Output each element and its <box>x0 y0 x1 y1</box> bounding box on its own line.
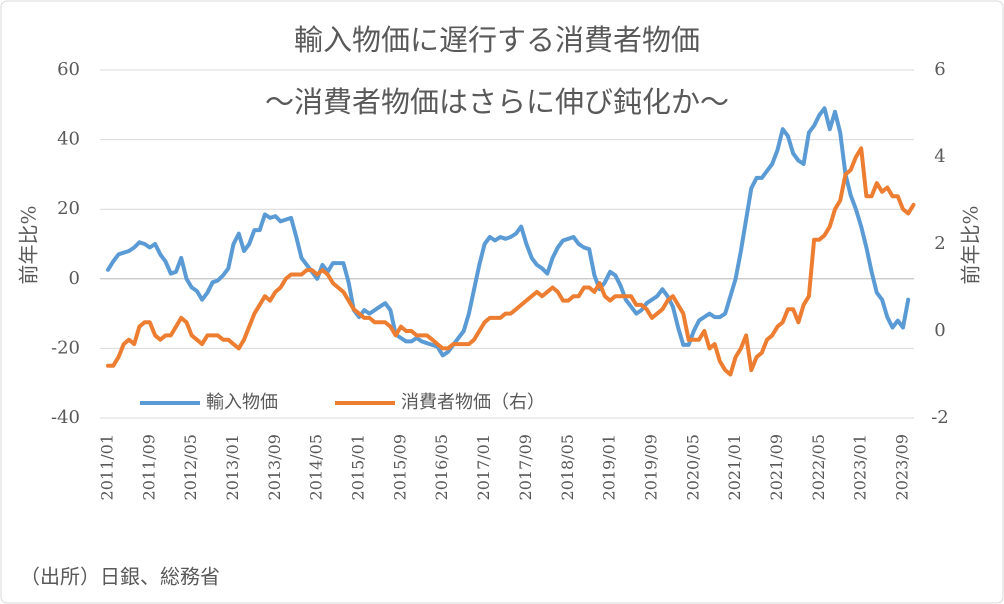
series-line <box>106 106 911 358</box>
x-tick-label: 2016/05 <box>432 434 451 500</box>
y-tick-label: -20 <box>51 337 80 358</box>
y2-tick-label: 6 <box>934 59 945 80</box>
series-line <box>106 146 916 377</box>
x-tick-label: 2019/09 <box>641 434 660 500</box>
x-tick-label: 2020/05 <box>683 434 702 500</box>
y2-tick-label: 2 <box>934 233 945 254</box>
x-tick-label: 2017/01 <box>474 434 493 500</box>
chart-title: 輸入物価に遅行する消費者物価 <box>294 23 700 57</box>
y-tick-label: 60 <box>57 59 80 80</box>
x-tick-label: 2019/01 <box>600 434 619 500</box>
x-tick-label: 2011/01 <box>98 434 117 500</box>
x-tick-label: 2023/09 <box>893 434 912 500</box>
x-tick-label: 2018/05 <box>558 434 577 500</box>
x-tick-label: 2021/09 <box>767 434 786 500</box>
y-tick-label: 20 <box>57 198 80 219</box>
y-tick-label: 40 <box>57 129 80 150</box>
x-tick-label: 2013/01 <box>223 434 242 500</box>
y2-tick-label: 4 <box>934 146 945 167</box>
legend-label: 消費者物価（右） <box>401 392 545 413</box>
x-tick-label: 2013/09 <box>265 434 284 500</box>
x-tick-label: 2023/01 <box>851 434 870 500</box>
x-tick-label: 2021/01 <box>725 434 744 500</box>
x-tick-label: 2017/09 <box>516 434 535 500</box>
x-tick-label: 2011/09 <box>139 434 158 500</box>
y-tick-label: -40 <box>51 407 80 428</box>
legend-label: 輸入物価 <box>206 392 278 413</box>
y2-tick-label: 0 <box>934 320 945 341</box>
x-tick-label: 2022/05 <box>809 434 828 500</box>
x-tick-label: 2012/05 <box>181 434 200 500</box>
y2-tick-label: -2 <box>931 407 949 428</box>
y-axis-label: 前年比% <box>17 205 41 284</box>
y2-axis-label: 前年比% <box>959 205 983 284</box>
chart-subtitle: ～消費者物価はさらに伸び鈍化か～ <box>265 85 729 119</box>
x-tick-label: 2015/01 <box>349 434 368 500</box>
x-tick-label: 2014/05 <box>307 434 326 500</box>
y-tick-label: 0 <box>69 268 80 289</box>
x-tick-label: 2015/09 <box>390 434 409 500</box>
source-note: （出所）日銀、総務省 <box>20 565 220 589</box>
